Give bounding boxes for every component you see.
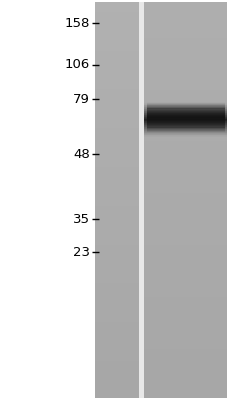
Bar [146,109,224,110]
Bar [146,117,224,118]
Bar [146,125,224,126]
Bar [146,116,224,117]
Text: 106: 106 [64,58,90,71]
Bar [146,120,224,121]
Bar [146,131,224,132]
Bar [146,126,224,127]
Bar [146,103,224,104]
Bar [146,102,224,103]
Bar [146,106,224,107]
Bar [146,108,224,109]
Bar [146,109,224,110]
Bar [146,119,224,120]
Bar [146,120,224,121]
Bar [146,117,224,118]
Bar [146,107,224,108]
Bar [146,123,224,124]
Bar [146,127,224,128]
Bar [146,108,224,109]
Bar [146,124,224,125]
Bar [146,119,224,120]
Bar [146,128,224,129]
Bar [146,123,224,124]
Bar [146,103,224,104]
Bar [146,129,224,130]
Bar [146,121,224,122]
Text: 23: 23 [73,246,90,258]
Bar [146,130,224,131]
Bar [146,130,224,131]
Bar [146,124,224,125]
Bar [146,107,224,108]
Text: 35: 35 [73,213,90,226]
Bar [146,128,224,129]
Bar [143,2,226,398]
Bar [146,126,224,127]
Bar [146,113,224,114]
Bar [146,114,224,115]
Bar [146,122,224,123]
Bar [146,106,224,107]
Text: 158: 158 [64,17,90,30]
Bar [146,125,224,126]
Bar [146,121,224,122]
Bar [146,112,224,113]
Bar [146,110,224,111]
Bar [146,111,224,112]
Bar [146,118,224,119]
Bar [146,122,224,123]
Bar [146,114,224,115]
Text: 48: 48 [73,148,90,160]
Bar [146,129,224,130]
Bar [146,132,224,133]
Bar [94,2,137,398]
Bar [146,118,224,119]
Bar [146,115,224,116]
Bar [146,113,224,114]
Bar [146,132,224,133]
Bar [146,115,224,116]
Bar [146,104,224,105]
Bar [146,110,224,111]
Text: 79: 79 [73,93,90,106]
Bar [146,112,224,113]
Bar [146,105,224,106]
Bar [146,131,224,132]
Bar [146,127,224,128]
Bar [137,2,143,398]
Bar [146,121,224,122]
Bar [146,104,224,105]
Bar [146,111,224,112]
Bar [146,105,224,106]
Bar [146,116,224,117]
